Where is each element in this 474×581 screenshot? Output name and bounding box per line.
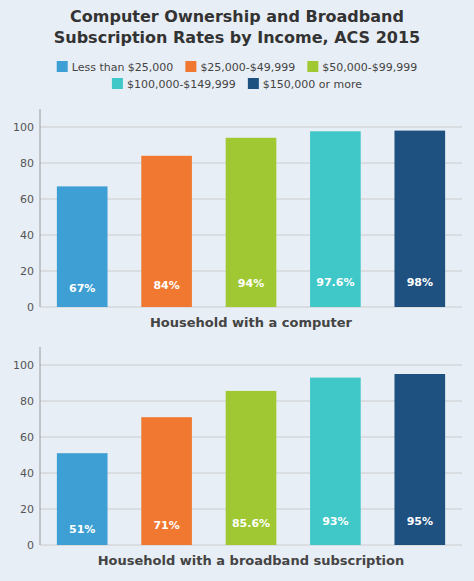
y-tick-label: 100 xyxy=(13,359,34,372)
y-tick-label: 60 xyxy=(20,193,34,206)
grid-line xyxy=(40,365,462,366)
data-label: 85.6% xyxy=(232,517,270,530)
bar xyxy=(394,131,445,307)
legend-label: $25,000-$49,999 xyxy=(200,61,295,74)
data-label: 97.6% xyxy=(316,276,354,289)
bar xyxy=(226,391,277,545)
y-axis-line xyxy=(40,109,41,307)
title-line: Computer Ownership and Broadband xyxy=(70,7,404,26)
y-tick-label: 0 xyxy=(27,539,34,552)
data-label: 67% xyxy=(69,282,95,295)
y-tick-label: 20 xyxy=(20,503,34,516)
bar xyxy=(310,378,361,545)
chart-root: Computer Ownership and Broadband Subscrip… xyxy=(0,0,474,581)
title: Computer Ownership and Broadband Subscrip… xyxy=(54,7,421,47)
legend-item: $25,000-$49,999 xyxy=(185,61,295,74)
y-tick-label: 80 xyxy=(20,395,34,408)
x-axis-label: Household with a broadband subscription xyxy=(98,553,405,568)
bars xyxy=(57,131,445,307)
legend: Less than $25,000 $25,000-$49,999 $50,000-… xyxy=(57,61,418,91)
legend-label: $150,000 or more xyxy=(263,78,362,91)
title-line: Subscription Rates by Income, ACS 2015 xyxy=(54,28,421,47)
chart: 0 20 40 60 80 100 67% 84% 94% 97.6% 98% Household w… xyxy=(13,109,462,330)
legend-item: Less than $25,000 xyxy=(57,61,174,74)
bar xyxy=(394,374,445,545)
data-label: 98% xyxy=(407,276,433,289)
legend-swatch xyxy=(112,78,123,89)
bar xyxy=(141,417,192,545)
legend-swatch xyxy=(185,61,196,72)
chart: 0 20 40 60 80 100 51% 71% 85.6% 93% 95% Household w… xyxy=(13,347,462,568)
y-tick-label: 60 xyxy=(20,431,34,444)
legend-label: Less than $25,000 xyxy=(72,61,174,74)
data-label: 93% xyxy=(322,515,348,528)
y-tick-label: 40 xyxy=(20,229,34,242)
y-tick-label: 0 xyxy=(27,301,34,314)
x-axis-label: Household with a computer xyxy=(150,315,353,330)
legend-item: $100,000-$149,999 xyxy=(112,78,236,91)
bar xyxy=(57,186,108,307)
y-tick-label: 100 xyxy=(13,121,34,134)
legend-swatch xyxy=(57,61,68,72)
y-tick-label: 80 xyxy=(20,157,34,170)
data-label: 95% xyxy=(407,515,433,528)
legend-item: $150,000 or more xyxy=(248,78,362,91)
bar xyxy=(310,131,361,307)
bar xyxy=(57,453,108,545)
legend-item: $50,000-$99,999 xyxy=(307,61,417,74)
y-axis-line xyxy=(40,347,41,545)
grid-line xyxy=(40,127,462,128)
data-label: 84% xyxy=(153,279,179,292)
legend-swatch xyxy=(307,61,318,72)
data-label: 51% xyxy=(69,523,95,536)
data-label: 71% xyxy=(153,519,179,532)
y-tick-label: 40 xyxy=(20,467,34,480)
bar xyxy=(141,156,192,307)
data-label: 94% xyxy=(238,277,264,290)
legend-swatch xyxy=(248,78,259,89)
y-tick-label: 20 xyxy=(20,265,34,278)
bar xyxy=(226,138,277,307)
legend-label: $100,000-$149,999 xyxy=(127,78,236,91)
legend-label: $50,000-$99,999 xyxy=(322,61,417,74)
bars xyxy=(57,374,445,545)
